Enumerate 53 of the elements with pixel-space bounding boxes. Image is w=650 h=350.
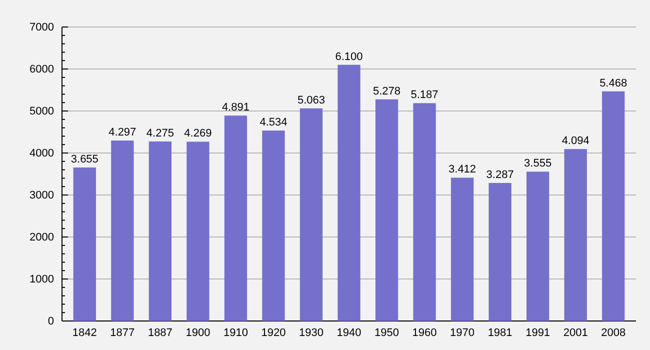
bar	[375, 99, 398, 321]
data-label: 5.063	[297, 94, 325, 106]
y-tick-label: 1000	[30, 274, 54, 286]
data-label: 3.555	[524, 158, 552, 170]
x-tick-label: 1930	[298, 326, 324, 339]
data-label: 3.412	[448, 164, 476, 176]
x-tick-label: 1991	[526, 326, 550, 339]
bar	[338, 64, 360, 321]
bar	[413, 103, 436, 321]
bar	[186, 142, 210, 321]
bar	[450, 178, 474, 321]
bar	[148, 141, 172, 321]
bar	[602, 91, 625, 321]
x-tick-label: 1920	[261, 326, 286, 339]
data-label: 5.278	[373, 85, 401, 98]
data-label: 4.094	[562, 135, 590, 148]
x-tick-label: 2008	[601, 326, 626, 339]
y-tick-label: 7000	[30, 22, 54, 34]
data-label: 4.275	[146, 127, 174, 140]
bar	[73, 167, 96, 321]
x-tick-label: 1970	[450, 326, 475, 339]
y-tick-label: 5000	[30, 106, 54, 118]
data-label: 5.187	[410, 89, 438, 102]
bar	[526, 172, 550, 321]
bar	[262, 130, 285, 321]
x-tick-label: 1877	[110, 326, 135, 339]
x-tick-label: 1940	[336, 326, 362, 339]
x-tick-label: 1960	[412, 326, 437, 339]
data-label: 4.534	[260, 116, 288, 129]
data-label: 3.655	[70, 153, 98, 166]
x-tick-label: 1910	[223, 326, 248, 339]
x-tick-label: 1900	[186, 326, 210, 339]
y-tick-label: 3000	[30, 190, 54, 202]
data-label: 5.468	[600, 77, 628, 90]
x-tick-label: 1842	[72, 326, 97, 339]
bar	[300, 108, 323, 321]
x-tick-label: 1981	[488, 326, 512, 339]
y-tick-label: 2000	[30, 232, 54, 244]
bar	[564, 149, 587, 321]
data-label: 4.297	[108, 126, 136, 139]
data-label: 4.891	[222, 102, 250, 114]
bar	[111, 140, 134, 321]
x-tick-label: 1887	[148, 326, 172, 339]
data-label: 6.100	[335, 50, 363, 63]
data-label: 4.269	[184, 128, 212, 140]
x-tick-label: 1950	[374, 326, 400, 339]
x-tick-label: 2001	[563, 326, 588, 339]
y-tick-label: 6000	[30, 64, 54, 76]
y-tick-label: 0	[48, 316, 54, 328]
bar	[224, 116, 248, 321]
bar	[488, 182, 512, 321]
y-tick-label: 4000	[30, 148, 54, 160]
data-label: 3.287	[486, 168, 514, 181]
